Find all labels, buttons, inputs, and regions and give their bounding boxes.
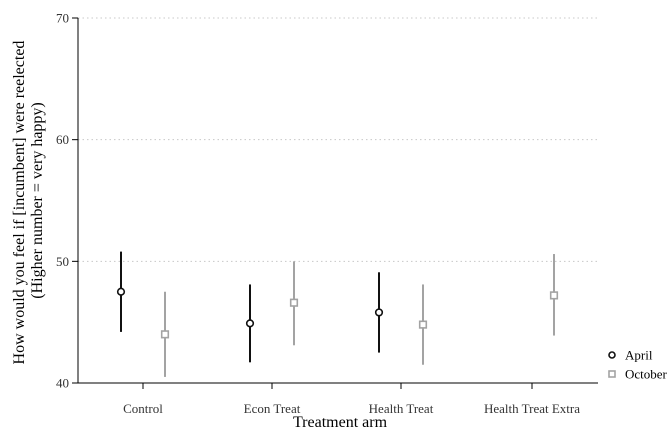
series-april	[116, 251, 384, 363]
x-tick-label: Health Treat	[369, 401, 434, 416]
y-axis-title: How would you feel if [incumbent] were r…	[11, 37, 46, 365]
x-tick-label: Econ Treat	[244, 401, 301, 416]
point-marker	[160, 330, 170, 339]
y-tick-label: 60	[56, 132, 69, 147]
axes	[77, 18, 598, 384]
y-tick-label: 40	[56, 376, 69, 391]
y-tick-label: 70	[56, 11, 69, 26]
point-marker	[289, 298, 299, 307]
legend-label: October	[625, 367, 668, 382]
legend: April October	[608, 348, 668, 382]
point-marker	[245, 319, 255, 328]
x-tick-label: Health Treat Extra	[484, 401, 580, 416]
legend-item-april: April	[608, 348, 653, 363]
y-axis-title-line-2: (Higher number = very happy)	[29, 102, 46, 299]
series-october	[160, 254, 559, 377]
legend-item-october: October	[608, 367, 668, 382]
point-marker	[418, 320, 428, 329]
gridlines	[78, 17, 598, 262]
x-ticks: Control Econ Treat Health Treat Health Trea…	[123, 383, 580, 416]
legend-label: April	[625, 348, 653, 363]
y-axis-title-line-1: How would you feel if [incumbent] were r…	[11, 41, 28, 365]
point-marker	[374, 308, 384, 317]
legend-marker	[608, 351, 616, 359]
y-ticks: 40 50 60 70	[56, 11, 78, 391]
point-marker	[549, 291, 559, 300]
x-tick-label: Control	[123, 401, 163, 416]
series	[116, 251, 559, 377]
y-tick-label: 50	[56, 254, 69, 269]
x-axis-title: Treatment arm	[293, 414, 388, 431]
legend-marker	[608, 370, 616, 378]
point-marker	[116, 287, 126, 296]
